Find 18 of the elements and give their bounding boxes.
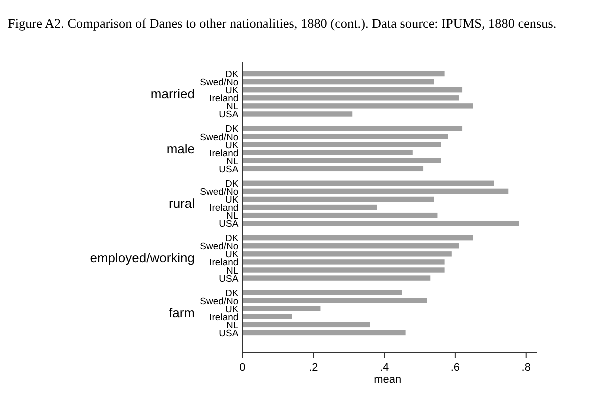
text: married: [150, 86, 195, 102]
y-tick-label: Ireland: [210, 258, 239, 269]
x-axis-title: mean: [374, 374, 402, 386]
text: farm: [169, 305, 195, 320]
y-tick-label: USA: [219, 164, 240, 176]
y-tick-label: USA: [219, 328, 240, 340]
y-tick-label: USA: [219, 274, 240, 285]
y-tick-label: USA: [219, 219, 240, 230]
x-tick-label: 0: [240, 362, 246, 374]
text: rural: [168, 196, 196, 211]
text: employed/working: [90, 250, 195, 266]
x-tick-label: .6: [450, 362, 460, 374]
y-tick-label: USA: [219, 110, 240, 121]
x-tick-label: .4: [380, 362, 390, 374]
x-tick-label: .2: [309, 362, 318, 374]
text: male: [166, 141, 195, 156]
x-tick-label: .8: [522, 362, 531, 374]
chart-title: Figure A2. Comparison of Danes to other nationalities, 1880 (cont.). Data source: IPUMS, 1880 census.: [8, 16, 557, 31]
